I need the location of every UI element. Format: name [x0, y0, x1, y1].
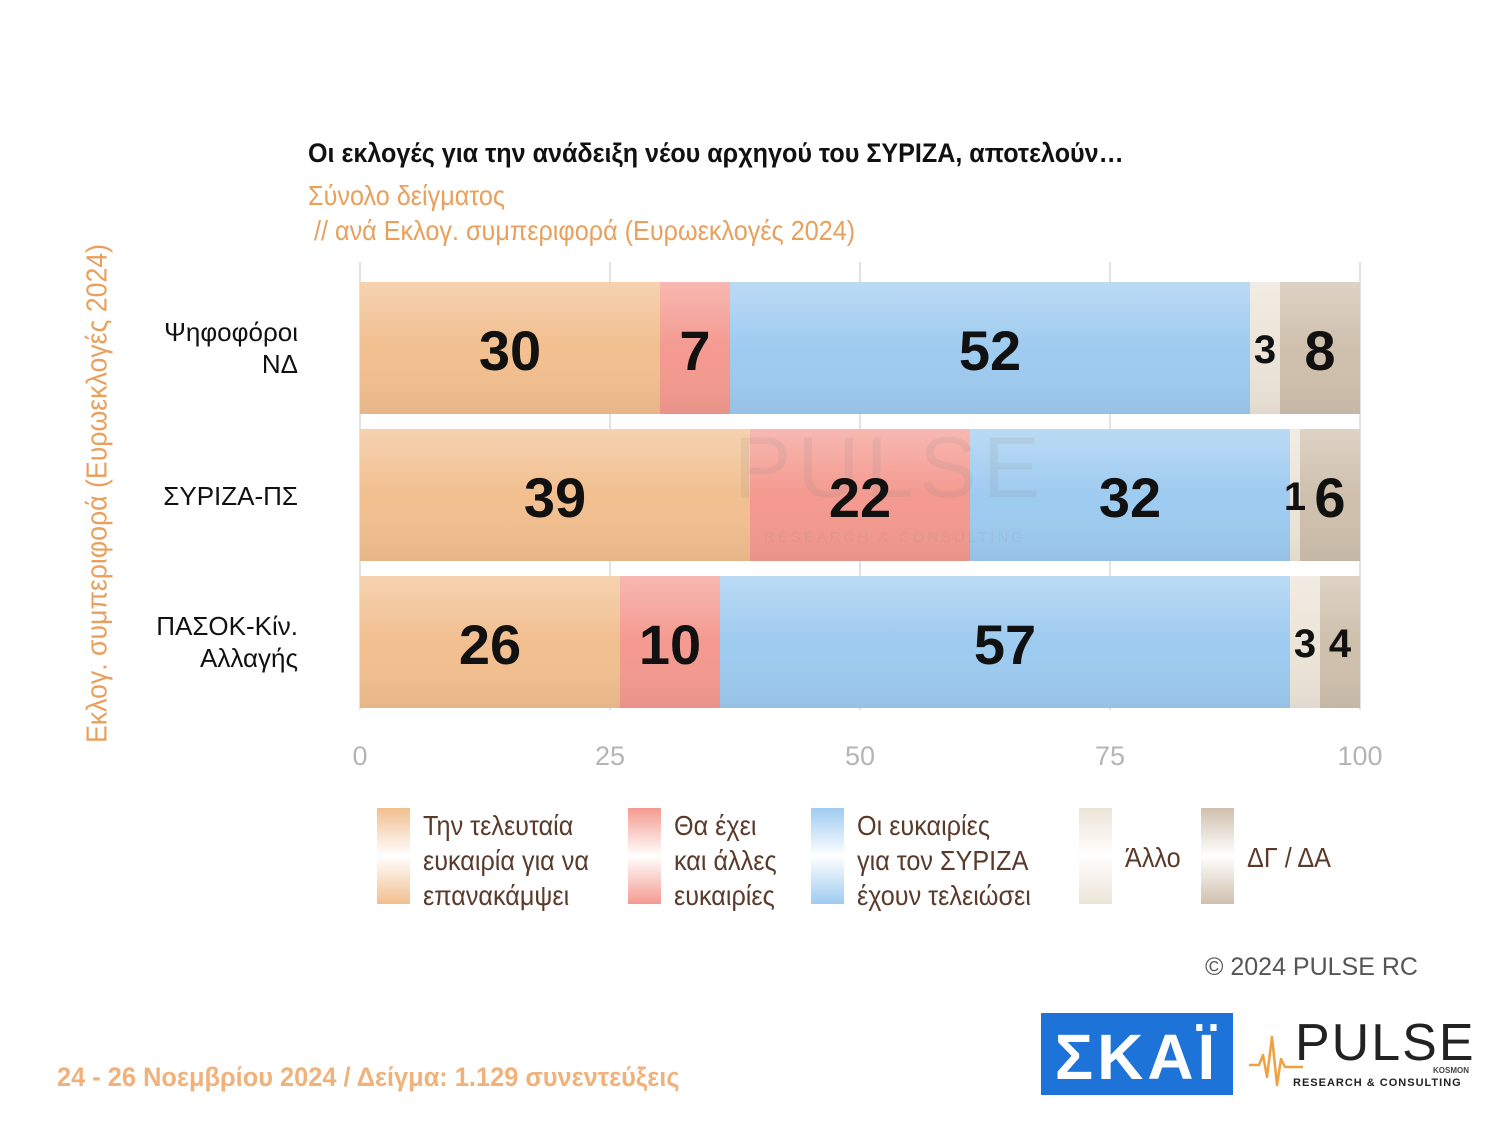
data-label-row2-series5: 6: [1314, 466, 1345, 529]
chart-title: Οι εκλογές για την ανάδειξη νέου αρχηγού…: [308, 138, 1124, 168]
row-label-syriza: ΣΥΡΙΖΑ-ΠΣ: [163, 480, 298, 512]
data-label-row2-series3: 32: [1099, 466, 1161, 529]
row-label-nd: Ψηφοφόροι ΝΔ: [164, 316, 298, 380]
x-tick-label-50: 50: [845, 741, 875, 771]
legend-label-3: Οι ευκαιρίες για τον ΣΥΡΙΖΑ έχουν τελειώ…: [857, 810, 1031, 911]
x-tick-label-100: 100: [1337, 741, 1382, 771]
data-label-row2-series1: 39: [524, 466, 586, 529]
row-label-nd-line2: ΝΔ: [261, 349, 298, 379]
bar-shade-row3-series3: [720, 576, 1290, 708]
skai-logo-text: ΣΚΑΪ: [1055, 1021, 1220, 1093]
data-label-row1-series5: 8: [1304, 319, 1335, 382]
bar-shade-row2-series2: [750, 429, 970, 561]
data-label-row3-series5: 4: [1329, 622, 1352, 666]
data-label-row3-series1: 26: [459, 613, 521, 676]
bar-shade-row2-series5: [1300, 429, 1360, 561]
copyright-text: © 2024 PULSE RC: [1205, 953, 1418, 981]
data-label-row1-series4: 3: [1254, 328, 1276, 372]
bar-shade-row1-series1: [360, 282, 660, 414]
row-label-nd-line1: Ψηφοφόροι: [164, 317, 298, 347]
bar-shade-row1-series2: [660, 282, 730, 414]
chart-subtitle-breakdown: // ανά Εκλογ. συμπεριφορά (Ευρωεκλογές 2…: [314, 215, 856, 246]
pulse-logo-subtitle: RESEARCH & CONSULTING: [1293, 1077, 1462, 1089]
data-label-row3-series2: 10: [639, 613, 701, 676]
bar-shade-row1-series5: [1280, 282, 1360, 414]
bar-shade-row3-series1: [360, 576, 620, 708]
bar-shade-row2-series4: [1290, 429, 1300, 561]
legend-label-4: Άλλο: [1125, 842, 1181, 873]
data-label-row1-series2: 7: [679, 319, 710, 382]
x-tick-label-0: 0: [352, 741, 367, 771]
skai-logo-mark: ΣΚΑΪ: [1055, 1021, 1220, 1093]
legend-label-2: Θα έχει και άλλες ευκαιρίες: [674, 810, 777, 911]
legend-swatch-2: [628, 808, 661, 904]
x-tick-label-25: 25: [595, 741, 625, 771]
skai-logo: ΣΚΑΪ: [1041, 1013, 1233, 1095]
pulse-heartbeat-icon: [1249, 1035, 1303, 1087]
data-label-row3-series3: 57: [974, 613, 1036, 676]
legend-swatch-1: [377, 808, 410, 904]
data-label-row1-series1: 30: [479, 319, 541, 382]
watermark-subtext: RESEARCH & CONSULTING: [764, 529, 1026, 546]
x-tick-label-75: 75: [1095, 741, 1125, 771]
watermark-text: PULSE: [734, 420, 1046, 516]
chart-subtitle-total: Σύνολο δείγματος: [308, 180, 506, 211]
row-label-syriza-line1: ΣΥΡΙΖΑ-ΠΣ: [163, 481, 298, 511]
data-label-row1-series3: 52: [959, 319, 1021, 382]
pulse-logo-kosmon: KOSMON: [1433, 1066, 1469, 1075]
row-label-pasok-line2: Αλλαγής: [200, 643, 298, 673]
legend-label-1: Την τελευταία ευκαιρία για να επανακάμψε…: [423, 810, 589, 911]
legend-swatch-4: [1079, 808, 1112, 904]
pulse-logo: PULSE KOSMON RESEARCH & CONSULTING: [1245, 1014, 1474, 1095]
data-label-row2-series2: 22: [829, 466, 891, 529]
stacked-bar-chart: PULSE RESEARCH & CONSULTING 30 7 52 3 839 22 3…: [352, 262, 1383, 771]
bar-shade-row3-series2: [620, 576, 720, 708]
data-label-row3-series4: 3: [1294, 622, 1316, 666]
legend-label-5: ΔΓ / ΔΑ: [1247, 842, 1331, 873]
legend-swatch-3: [811, 808, 844, 904]
row-label-pasok: ΠΑΣΟΚ-Κίν. Αλλαγής: [156, 610, 298, 674]
bar-shade-row3-series4: [1290, 576, 1320, 708]
bar-shade-row2-series3: [970, 429, 1290, 561]
pulse-watermark: PULSE RESEARCH & CONSULTING: [734, 420, 1046, 546]
bar-shade-row1-series4: [1250, 282, 1280, 414]
legend-swatch-5: [1201, 808, 1234, 904]
bar-shade-row3-series5: [1320, 576, 1360, 708]
survey-date-sample: 24 - 26 Νοεμβρίου 2024 / Δείγμα: 1.129 σ…: [57, 1062, 680, 1092]
pulse-logo-text: PULSE: [1295, 1014, 1476, 1072]
bar-shade-row2-series1: [360, 429, 750, 561]
row-label-pasok-line1: ΠΑΣΟΚ-Κίν.: [156, 611, 298, 641]
bar-shade-row1-series3: [730, 282, 1250, 414]
data-label-row2-series4: 1: [1284, 475, 1306, 519]
